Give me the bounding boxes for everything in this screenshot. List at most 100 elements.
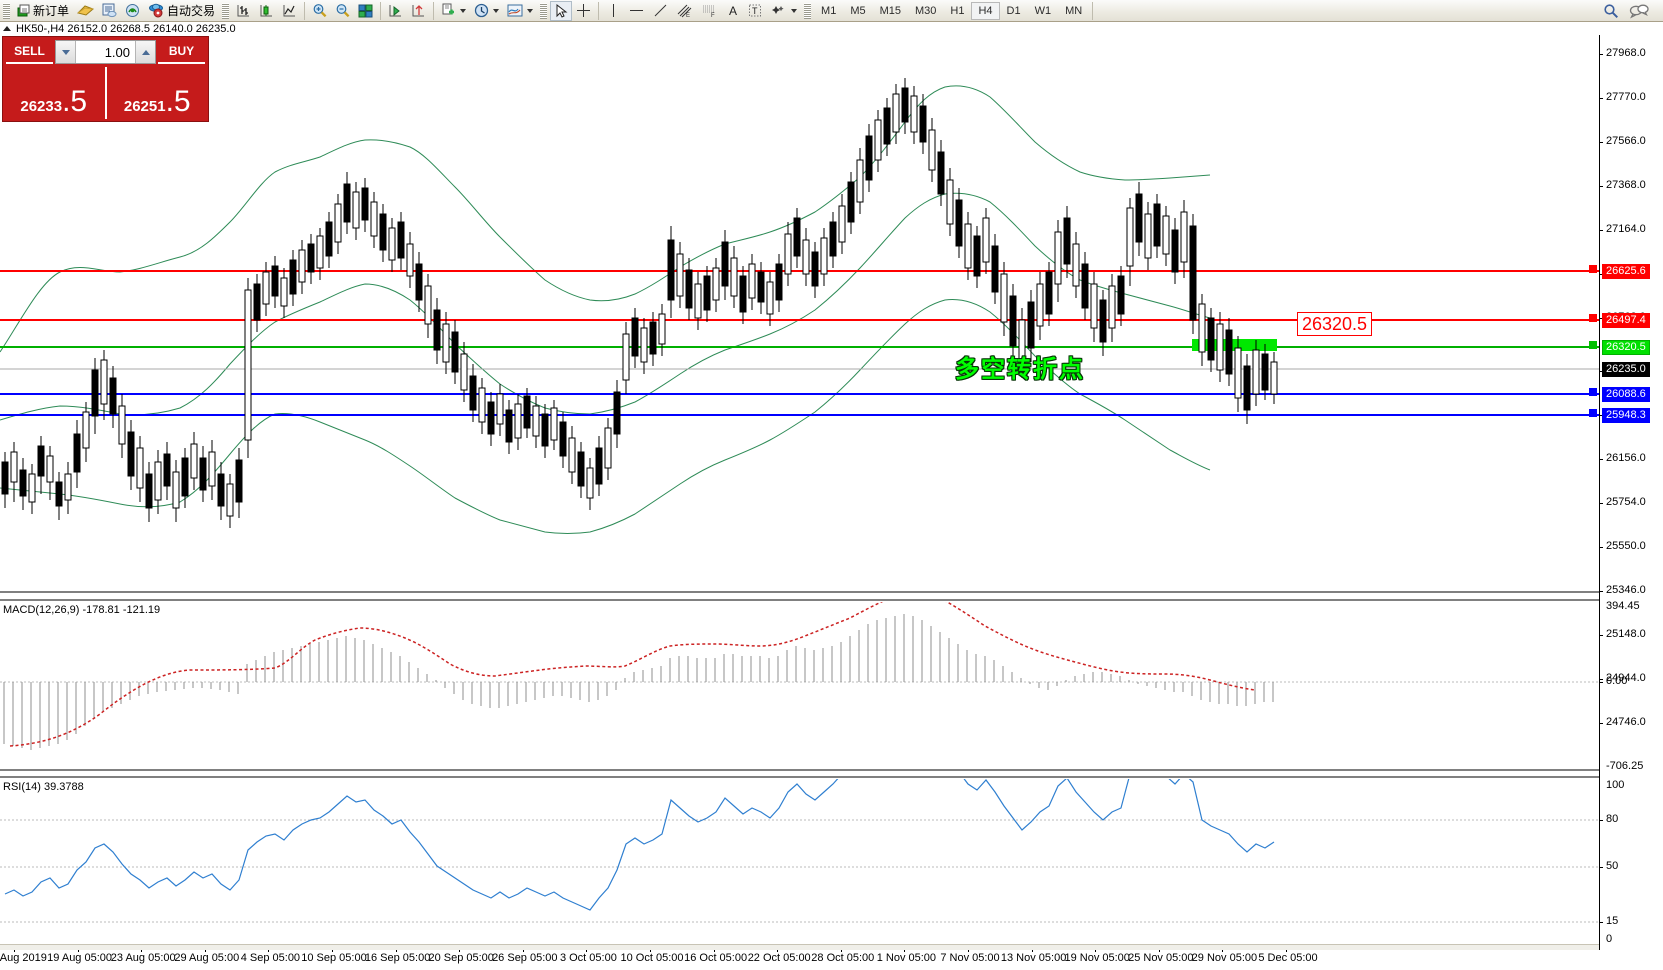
rsi-tick: 80	[1600, 813, 1618, 825]
timeframe-w1[interactable]: W1	[1034, 4, 1052, 17]
cursor-button[interactable]	[550, 0, 573, 21]
level-marker-resistance-2	[1589, 314, 1597, 322]
shapes-button[interactable]	[766, 1, 801, 21]
level-marker-support-2	[1589, 409, 1597, 417]
line-chart-icon	[283, 5, 296, 17]
timeframe-m1[interactable]: M1	[821, 4, 837, 17]
chart-symbol-ohlc-label: HK50-,H4 26152.0 26268.5 26140.0 26235.0	[16, 22, 236, 35]
auto-scroll-button[interactable]	[407, 1, 430, 21]
timeframe-m15[interactable]: M15	[879, 4, 901, 17]
crosshair-button[interactable]	[572, 1, 595, 21]
price-tick: 25346.0	[1600, 584, 1646, 596]
collapse-triangle-icon[interactable]	[3, 26, 11, 31]
rsi-panel-content	[0, 779, 1599, 923]
expert-advisor-button[interactable]	[73, 1, 98, 21]
navigator-button[interactable]	[121, 1, 144, 21]
chevron-down-icon-4[interactable]	[791, 8, 798, 13]
toolbar-right-group	[1603, 3, 1663, 19]
level-label-support-2[interactable]: 25948.3	[1602, 408, 1650, 423]
macd-indicator-label: MACD(12,26,9) -178.81 -121.19	[3, 604, 161, 616]
volume-value[interactable]: 1.00	[104, 44, 130, 60]
volume-field[interactable]: 1.00	[55, 40, 156, 64]
sell-button[interactable]: 26233 .5	[3, 67, 105, 119]
one-click-trading-panel[interactable]: SELL 1.00 BUY 26233 .5 26251 .5	[2, 36, 209, 122]
level-label-resistance-2[interactable]: 26497.4	[1602, 313, 1650, 328]
text-button[interactable]: A	[722, 1, 744, 21]
level-label-support-1[interactable]: 26088.6	[1602, 387, 1650, 402]
toolbar-grip-2[interactable]	[222, 2, 230, 19]
price-tick: 26156.0	[1600, 452, 1646, 464]
vertical-line-button[interactable]	[602, 1, 624, 21]
trendline-button[interactable]	[649, 1, 672, 21]
expert-advisor-icon	[77, 5, 94, 16]
zoom-out-icon	[336, 4, 350, 18]
period-button[interactable]	[470, 1, 503, 21]
price-tick: 25148.0	[1600, 628, 1646, 640]
chevron-down-icon-3[interactable]	[527, 8, 534, 13]
volume-decrement-button[interactable]	[56, 41, 76, 63]
line-chart-button[interactable]	[278, 1, 301, 21]
candlestick-chart-button[interactable]	[255, 1, 278, 21]
toolbar-grip-4[interactable]	[804, 2, 812, 19]
one-click-trading-header: SELL 1.00 BUY	[3, 37, 208, 67]
chart-shift-button[interactable]	[384, 1, 407, 21]
search-icon[interactable]	[1603, 3, 1619, 19]
rsi-indicator-label: RSI(14) 39.3788	[3, 781, 84, 793]
chart-text-annotation[interactable]: 多空转折点	[955, 355, 1085, 383]
level-label-resistance-1[interactable]: 26625.6	[1602, 264, 1650, 279]
buy-button[interactable]: 26251 .5	[104, 67, 209, 119]
bar-chart-button[interactable]	[232, 1, 255, 21]
horizontal-line-button[interactable]	[624, 1, 649, 21]
data-window-button[interactable]	[98, 1, 121, 21]
price-tick: 24944.0	[1600, 672, 1646, 684]
svg-text:F: F	[711, 13, 715, 18]
level-marker-resistance-1	[1589, 265, 1597, 273]
chart-symbol-bar: HK50-,H4 26152.0 26268.5 26140.0 26235.0	[0, 22, 236, 35]
candlestick-chart-icon	[260, 5, 273, 17]
sell-label[interactable]: SELL	[6, 40, 53, 64]
new-chart-button[interactable]	[437, 1, 470, 21]
price-panel-content	[0, 78, 1599, 534]
macd-signal-line	[9, 602, 1256, 747]
timeframe-m30[interactable]: M30	[915, 4, 937, 17]
templates-button[interactable]	[503, 1, 537, 21]
equidistant-channel-button[interactable]: E	[672, 1, 697, 21]
new-chart-icon	[442, 3, 455, 15]
chart-window[interactable]: HK50-,H4 26152.0 26268.5 26140.0 26235.0	[0, 22, 1663, 970]
fibonacci-button[interactable]: F	[697, 1, 722, 21]
toolbar-grip-3[interactable]	[540, 2, 548, 19]
tile-windows-button[interactable]	[354, 1, 377, 21]
timeframe-h1[interactable]: H1	[950, 4, 965, 17]
text-label-button[interactable]: T	[744, 1, 766, 21]
svg-text:T: T	[752, 6, 758, 16]
zoom-out-button[interactable]	[331, 1, 354, 21]
chevron-down-icon[interactable]	[460, 8, 467, 13]
navigator-icon	[126, 4, 140, 17]
macd-tick: -706.25	[1606, 760, 1644, 772]
timeframe-h4[interactable]: H4	[971, 1, 1000, 20]
timeframe-mn[interactable]: MN	[1065, 4, 1083, 17]
timeframe-d1[interactable]: D1	[1006, 4, 1021, 17]
period-icon	[474, 3, 489, 18]
toolbar-separator-1	[304, 1, 306, 20]
price-box-annotation[interactable]: 26320.5	[1297, 312, 1373, 336]
price-scale[interactable]: 27968.0 27770.0 27566.0 27368.0 27164.0 …	[1599, 35, 1663, 950]
toolbar-grip[interactable]	[3, 2, 10, 19]
rsi-line	[4, 779, 1275, 911]
autotrading-icon	[149, 3, 164, 18]
new-order-button[interactable]: 新订单	[13, 1, 73, 21]
buy-label[interactable]: BUY	[158, 40, 205, 64]
volume-increment-button[interactable]	[135, 41, 155, 63]
price-tick: 25550.0	[1600, 540, 1646, 552]
autotrading-button[interactable]: 自动交易	[144, 1, 219, 21]
chart-canvas[interactable]	[0, 22, 1599, 950]
zoom-in-button[interactable]	[308, 1, 331, 21]
timeframe-m5[interactable]: M5	[850, 4, 866, 17]
vertical-line-icon	[612, 4, 614, 17]
crosshair-icon	[577, 4, 591, 17]
chevron-down-icon-2[interactable]	[493, 8, 500, 13]
level-label-pivot[interactable]: 26320.5	[1602, 340, 1650, 355]
sell-price-frac: .5	[62, 85, 88, 118]
chat-icon[interactable]	[1629, 3, 1649, 19]
